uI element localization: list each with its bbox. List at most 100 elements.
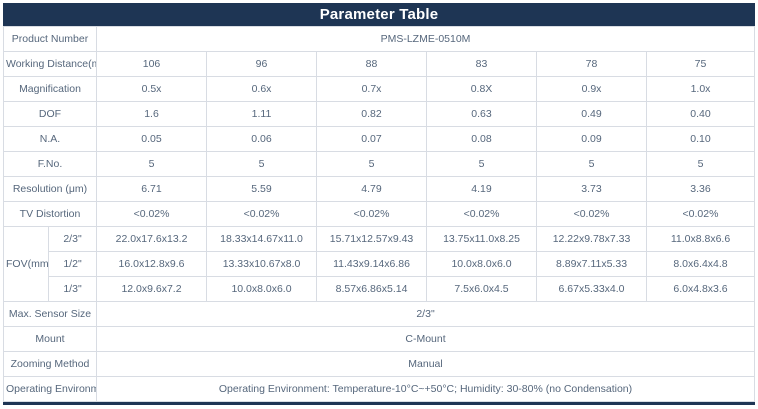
param-value: 0.06 — [206, 126, 318, 152]
param-label: N.A. — [2, 126, 98, 152]
table-row-magnification: Magnification 0.5x 0.6x 0.7x 0.8X 0.9x 1… — [2, 76, 755, 102]
fov-sensor-size-label: 2/3" — [47, 226, 98, 252]
param-label: Max. Sensor Size — [2, 301, 98, 327]
param-label: Operating Environment — [2, 376, 98, 402]
param-value: 0.9x — [536, 76, 648, 102]
param-value: 13.33x10.67x8.0 — [206, 251, 318, 277]
table-row-product-number: Product Number PMS-LZME-0510M — [2, 26, 755, 52]
param-value: 5 — [536, 151, 648, 177]
param-value: 5.59 — [206, 176, 318, 202]
param-label: Magnification — [2, 76, 98, 102]
fov-sensor-size-label: 1/2" — [47, 251, 98, 277]
param-value: 5 — [426, 151, 538, 177]
param-value: <0.02% — [646, 201, 755, 227]
param-value: Operating Environment: Temperature-10°C~… — [96, 376, 755, 402]
table-row-fno: F.No. 5 5 5 5 5 5 — [2, 151, 755, 177]
table-row-operating-environment: Operating Environment Operating Environm… — [2, 376, 755, 402]
param-value: 10.0x8.0x6.0 — [426, 251, 538, 277]
param-value: 96 — [206, 51, 318, 77]
param-value: 0.08 — [426, 126, 538, 152]
param-value: 15.71x12.57x9.43 — [316, 226, 428, 252]
param-value: <0.02% — [316, 201, 428, 227]
param-value: 1.11 — [206, 101, 318, 127]
param-value: 0.05 — [96, 126, 208, 152]
param-value: 78 — [536, 51, 648, 77]
param-value: Manual — [96, 351, 755, 377]
table-row-zooming-method: Zooming Method Manual — [2, 351, 755, 377]
param-label: TV Distortion — [2, 201, 98, 227]
param-value: PMS-LZME-0510M — [96, 26, 755, 52]
param-value: 75 — [646, 51, 755, 77]
table-row-na: N.A. 0.05 0.06 0.07 0.08 0.09 0.10 — [2, 126, 755, 152]
param-value: 5 — [646, 151, 755, 177]
table-title: Parameter Table — [3, 3, 755, 26]
param-value: 8.0x6.4x4.8 — [646, 251, 755, 277]
table-row-dof: DOF 1.6 1.11 0.82 0.63 0.49 0.40 — [2, 101, 755, 127]
param-value: 6.71 — [96, 176, 208, 202]
param-value: 10.0x8.0x6.0 — [206, 276, 318, 302]
param-label: Zooming Method — [2, 351, 98, 377]
param-label: DOF — [2, 101, 98, 127]
param-value: 13.75x11.0x8.25 — [426, 226, 538, 252]
param-label: FOV(mm) — [3, 226, 49, 302]
table-row-tv-distortion: TV Distortion <0.02% <0.02% <0.02% <0.02… — [2, 201, 755, 227]
param-value: 0.7x — [316, 76, 428, 102]
param-value: 3.36 — [646, 176, 755, 202]
table-row-fov-12: 1/2" 16.0x12.8x9.6 13.33x10.67x8.0 11.43… — [4, 251, 755, 277]
param-value: 2/3" — [96, 301, 755, 327]
param-value: 3.73 — [536, 176, 648, 202]
spec-table: Product Number PMS-LZME-0510M Working Di… — [2, 26, 755, 402]
param-value: <0.02% — [536, 201, 648, 227]
table-row-max-sensor-size: Max. Sensor Size 2/3" — [2, 301, 755, 327]
param-value: 7.5x6.0x4.5 — [426, 276, 538, 302]
fov-sensor-size-label: 1/3" — [47, 276, 98, 302]
param-value: 18.33x14.67x11.0 — [206, 226, 318, 252]
param-value: 4.79 — [316, 176, 428, 202]
param-value: 12.0x9.6x7.2 — [96, 276, 208, 302]
param-label: Working Distance(mm) — [2, 51, 98, 77]
table-row-fov-23: FOV(mm) 2/3" 22.0x17.6x13.2 18.33x14.67x… — [3, 226, 755, 302]
param-value: 1.0x — [646, 76, 755, 102]
param-value: 5 — [316, 151, 428, 177]
param-label: Product Number — [2, 26, 98, 52]
param-value: 5 — [206, 151, 318, 177]
param-value: 106 — [96, 51, 208, 77]
param-value: 0.09 — [536, 126, 648, 152]
param-value: 22.0x17.6x13.2 — [96, 226, 208, 252]
param-value: 0.10 — [646, 126, 755, 152]
param-value: 11.0x8.8x6.6 — [646, 226, 755, 252]
param-value: <0.02% — [96, 201, 208, 227]
param-label: Mount — [2, 326, 98, 352]
param-value: 0.8X — [426, 76, 538, 102]
param-value: 0.40 — [646, 101, 755, 127]
param-value: 0.5x — [96, 76, 208, 102]
param-value: <0.02% — [426, 201, 538, 227]
param-value: 4.19 — [426, 176, 538, 202]
param-value: 0.6x — [206, 76, 318, 102]
param-value: 6.67x5.33x4.0 — [536, 276, 648, 302]
param-label: Resolution (μm) — [2, 176, 98, 202]
param-value: 0.82 — [316, 101, 428, 127]
param-value: <0.02% — [206, 201, 318, 227]
param-value: 1.6 — [96, 101, 208, 127]
param-value: 0.07 — [316, 126, 428, 152]
table-row-mount: Mount C-Mount — [2, 326, 755, 352]
table-row-resolution: Resolution (μm) 6.71 5.59 4.79 4.19 3.73… — [2, 176, 755, 202]
param-value: 5 — [96, 151, 208, 177]
parameter-table: Parameter Table Product Number PMS-LZME-… — [2, 3, 755, 405]
param-value: 6.0x4.8x3.6 — [646, 276, 755, 302]
param-value: 8.57x6.86x5.14 — [316, 276, 428, 302]
param-value: 8.89x7.11x5.33 — [536, 251, 648, 277]
param-value: 83 — [426, 51, 538, 77]
param-value: 88 — [316, 51, 428, 77]
param-value: 11.43x9.14x6.86 — [316, 251, 428, 277]
bottom-accent-bar — [3, 402, 755, 405]
param-value: 0.63 — [426, 101, 538, 127]
param-value: 12.22x9.78x7.33 — [536, 226, 648, 252]
table-row-working-distance: Working Distance(mm) 106 96 88 83 78 75 — [2, 51, 755, 77]
param-label: F.No. — [2, 151, 98, 177]
param-value: 0.49 — [536, 101, 648, 127]
table-row-fov-13: 1/3" 12.0x9.6x7.2 10.0x8.0x6.0 8.57x6.86… — [4, 276, 755, 302]
param-value: 16.0x12.8x9.6 — [96, 251, 208, 277]
param-value: C-Mount — [96, 326, 755, 352]
